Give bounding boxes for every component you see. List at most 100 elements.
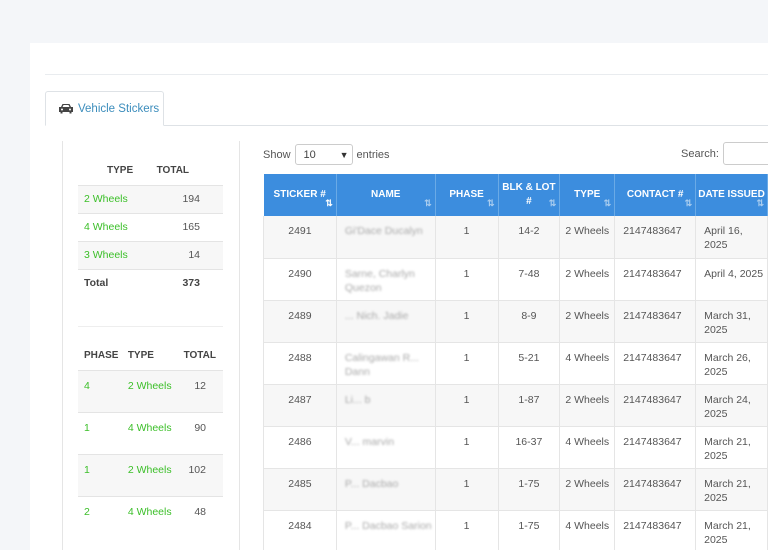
total-row: Total 373 bbox=[78, 268, 223, 297]
name-cell: P... Dacbao Sarion bbox=[336, 510, 436, 550]
name-cell: Sarne, Charlyn Quezon bbox=[336, 258, 436, 301]
name-cell: ... Nich. Jadie bbox=[336, 300, 436, 343]
col-total: TOTAL bbox=[183, 350, 216, 362]
table-row: 2 Wheels 194 bbox=[78, 184, 223, 213]
total-value: 373 bbox=[156, 268, 223, 297]
sticker-cell: 2487 bbox=[263, 384, 337, 427]
date-cell: March 24, 2025 bbox=[695, 384, 768, 427]
total-label: Total bbox=[78, 268, 157, 297]
contact-cell: 2147483647 bbox=[614, 258, 697, 301]
date-cell: March 26, 2025 bbox=[695, 342, 768, 385]
sort-icon: ⇅ bbox=[684, 198, 692, 208]
col-phase: PHASE bbox=[84, 350, 119, 362]
phase-cell: 1 bbox=[435, 216, 499, 259]
sticker-cell: 2491 bbox=[263, 216, 337, 259]
total-cell: 48 bbox=[173, 495, 223, 538]
blk-lot-cell: 1-75 bbox=[498, 468, 561, 511]
contact-cell: 2147483647 bbox=[614, 426, 697, 469]
blk-lot-cell: 7-48 bbox=[498, 258, 561, 301]
total-cell: 165 bbox=[156, 212, 223, 241]
phase-cell: 2 bbox=[78, 495, 122, 538]
date-cell: March 21, 2025 bbox=[695, 468, 768, 511]
phase-cell: 4 bbox=[78, 369, 122, 412]
table-row: 4 Wheels 165 bbox=[78, 212, 223, 241]
type-cell: 2 Wheels bbox=[559, 216, 616, 259]
search-label: Search: bbox=[681, 147, 719, 160]
name-cell: Calingawan R... Dann bbox=[336, 342, 436, 385]
entries-label: entries bbox=[356, 148, 390, 161]
date-cell: March 21, 2025 bbox=[695, 426, 768, 469]
date-cell: April 16, 2025 bbox=[695, 216, 768, 259]
sort-icon: ⇅ bbox=[603, 198, 611, 208]
phase-cell: 1 bbox=[435, 426, 499, 469]
blk-lot-cell: 1-87 bbox=[498, 384, 561, 427]
tab-label: Vehicle Stickers bbox=[78, 102, 160, 115]
total-cell: 194 bbox=[156, 184, 223, 213]
sticker-cell: 2486 bbox=[263, 426, 337, 469]
sort-icon: ⇅ bbox=[756, 198, 763, 208]
search-box: Search: bbox=[681, 142, 768, 165]
table-row: 1 2 Wheels 102 bbox=[78, 453, 223, 496]
col-total: TOTAL bbox=[156, 165, 190, 177]
phase-cell: 1 bbox=[78, 453, 122, 496]
sticker-cell: 2490 bbox=[263, 258, 337, 301]
type-cell: 2 Wheels bbox=[121, 369, 174, 412]
table-row: 2489... Nich. Jadie 1 8-9 2 Wheels 214748364… bbox=[263, 300, 768, 343]
type-cell: 2 Wheels bbox=[78, 184, 157, 213]
col-date-issued[interactable]: DATE ISSUED ⇅ bbox=[695, 174, 768, 216]
phase-cell: 1 bbox=[435, 258, 499, 301]
col-type: TYPE bbox=[107, 165, 134, 177]
type-cell: 2 Wheels bbox=[559, 384, 616, 427]
table-row: 2486 V... marvin 1 16-37 4 Wheels 2147483647 M… bbox=[263, 426, 768, 469]
col-phase[interactable]: PHASE ⇅ bbox=[435, 174, 499, 216]
table-row: 2491 Gi'Dace Ducalyn 1 14-2 2 Wheels 21474836… bbox=[263, 216, 768, 259]
phase-cell: 1 bbox=[435, 384, 499, 427]
phase-cell: 1 bbox=[435, 468, 499, 511]
date-cell: March 21, 2025 bbox=[695, 510, 768, 550]
type-cell: 4 Wheels bbox=[121, 495, 174, 538]
col-contact[interactable]: CONTACT # ⇅ bbox=[614, 174, 697, 216]
date-cell: March 31, 2025 bbox=[695, 300, 768, 343]
blk-lot-cell: 14-2 bbox=[498, 216, 561, 259]
col-type[interactable]: TYPE ⇅ bbox=[559, 174, 616, 216]
phase-cell: 1 bbox=[78, 411, 122, 454]
divider bbox=[45, 74, 768, 75]
type-cell: 2 Wheels bbox=[559, 468, 616, 511]
name-cell: Gi'Dace Ducalyn bbox=[336, 216, 436, 259]
col-type: TYPE bbox=[127, 350, 154, 362]
show-label: Show bbox=[263, 148, 291, 161]
table-row: 2 4 Wheels 48 bbox=[78, 495, 223, 538]
contact-cell: 2147483647 bbox=[614, 300, 697, 343]
total-cell: 14 bbox=[156, 240, 223, 269]
type-cell: 4 Wheels bbox=[559, 426, 616, 469]
sort-icon: ⇅ bbox=[424, 198, 431, 208]
phase-summary-table: PHASE TYPE TOTAL 4 2 Wheels 12 1 4 Wheel… bbox=[78, 342, 223, 538]
total-cell: 12 bbox=[173, 369, 223, 412]
total-cell: 90 bbox=[173, 411, 223, 454]
col-name[interactable]: NAME ⇅ bbox=[336, 174, 436, 216]
car-icon bbox=[59, 104, 73, 114]
search-input[interactable] bbox=[722, 142, 768, 165]
contact-cell: 2147483647 bbox=[614, 384, 697, 427]
blk-lot-cell: 16-37 bbox=[498, 426, 561, 469]
phase-cell: 1 bbox=[435, 342, 499, 385]
sort-icon: ⇅ bbox=[486, 198, 494, 208]
blk-lot-cell: 8-9 bbox=[498, 300, 561, 343]
table-row: 1 4 Wheels 90 bbox=[78, 411, 223, 454]
sticker-cell: 2488 bbox=[263, 342, 337, 385]
col-blk-lot[interactable]: BLK & LOT # ⇅ bbox=[498, 174, 561, 216]
entries-select[interactable]: 10 bbox=[294, 144, 353, 165]
tab-vehicle-stickers[interactable]: Vehicle Stickers bbox=[45, 91, 164, 126]
name-cell: Li... b bbox=[336, 384, 436, 427]
total-cell: 102 bbox=[173, 453, 223, 496]
summary-column bbox=[62, 141, 240, 550]
type-cell: 2 Wheels bbox=[559, 258, 616, 301]
col-sticker[interactable]: STICKER # ⇅ bbox=[263, 174, 337, 216]
tabs-divider bbox=[45, 125, 768, 126]
phase-cell: 1 bbox=[435, 300, 499, 343]
date-cell: April 4, 2025 bbox=[695, 258, 768, 301]
phase-cell: 1 bbox=[435, 510, 499, 550]
sort-desc-icon: ⇅ bbox=[325, 198, 332, 208]
blk-lot-cell: 5-21 bbox=[498, 342, 561, 385]
contact-cell: 2147483647 bbox=[614, 468, 697, 511]
